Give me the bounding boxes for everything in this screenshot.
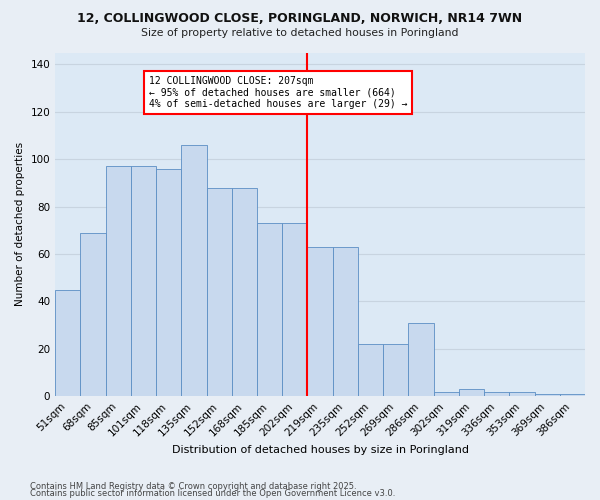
Bar — [560, 394, 585, 396]
Bar — [80, 232, 106, 396]
Bar — [282, 223, 307, 396]
Bar — [509, 392, 535, 396]
Bar — [409, 323, 434, 396]
Bar — [535, 394, 560, 396]
Bar — [383, 344, 409, 397]
Bar — [307, 247, 332, 396]
Bar — [434, 392, 459, 396]
Bar — [131, 166, 156, 396]
Bar — [206, 188, 232, 396]
Bar — [106, 166, 131, 396]
Text: Contains public sector information licensed under the Open Government Licence v3: Contains public sector information licen… — [30, 490, 395, 498]
Bar — [257, 223, 282, 396]
Text: Contains HM Land Registry data © Crown copyright and database right 2025.: Contains HM Land Registry data © Crown c… — [30, 482, 356, 491]
Bar — [459, 389, 484, 396]
Text: 12, COLLINGWOOD CLOSE, PORINGLAND, NORWICH, NR14 7WN: 12, COLLINGWOOD CLOSE, PORINGLAND, NORWI… — [77, 12, 523, 26]
Bar — [358, 344, 383, 397]
Text: 12 COLLINGWOOD CLOSE: 207sqm
← 95% of detached houses are smaller (664)
4% of se: 12 COLLINGWOOD CLOSE: 207sqm ← 95% of de… — [149, 76, 407, 110]
Text: Size of property relative to detached houses in Poringland: Size of property relative to detached ho… — [141, 28, 459, 38]
Bar — [181, 145, 206, 397]
Bar — [156, 168, 181, 396]
Bar — [55, 290, 80, 397]
Bar — [332, 247, 358, 396]
Y-axis label: Number of detached properties: Number of detached properties — [15, 142, 25, 306]
Bar — [232, 188, 257, 396]
Bar — [484, 392, 509, 396]
X-axis label: Distribution of detached houses by size in Poringland: Distribution of detached houses by size … — [172, 445, 469, 455]
